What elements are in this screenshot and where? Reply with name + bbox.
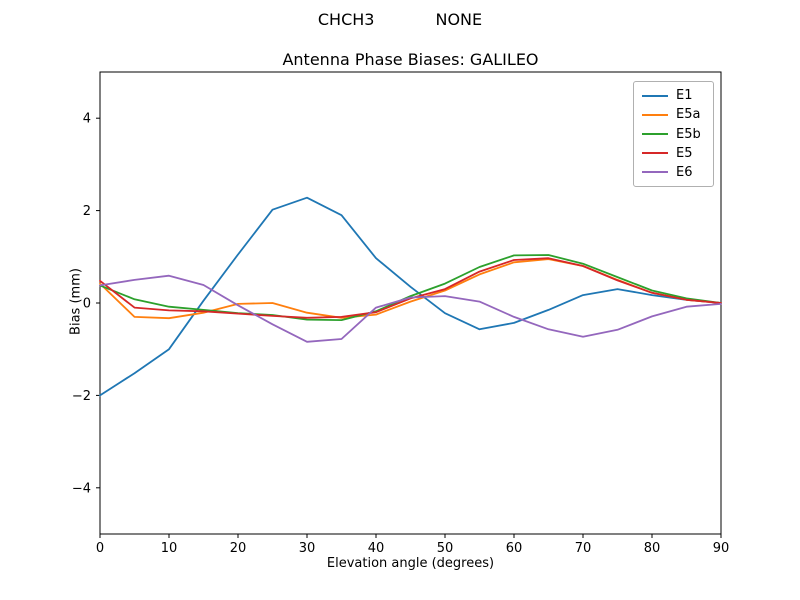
series-line-E1 <box>99 196 722 397</box>
y-tick-label: 2 <box>83 204 91 219</box>
y-tick-label: 4 <box>83 112 91 127</box>
x-tick-label: 50 <box>437 541 454 556</box>
x-tick-label: 80 <box>644 541 661 556</box>
x-tick-label: 60 <box>506 541 523 556</box>
legend-label: E5 <box>676 145 693 161</box>
y-tick-label: 0 <box>83 297 91 312</box>
legend-item-E5b: E5b <box>642 124 713 143</box>
y-tick-label: −2 <box>72 389 91 404</box>
series-line-E5b <box>99 254 722 322</box>
x-tick-label: 30 <box>299 541 316 556</box>
x-tick-label: 40 <box>368 541 385 556</box>
series-line-E6 <box>99 274 722 343</box>
x-axis-label: Elevation angle (degrees) <box>326 556 495 571</box>
x-tick-label: 20 <box>230 541 247 556</box>
legend-line-swatch <box>642 171 668 174</box>
legend-item-E1: E1 <box>642 86 713 105</box>
legend-item-E5: E5 <box>642 144 713 163</box>
y-axis-label: Bias (mm) <box>68 268 84 335</box>
legend-line-swatch <box>642 152 668 155</box>
legend-label: E5a <box>676 107 701 123</box>
legend-item-E5a: E5a <box>642 105 713 124</box>
x-tick-label: 0 <box>96 541 104 556</box>
legend: E1 E5a E5b E5 E6 <box>633 81 714 187</box>
axes-spines <box>99 71 722 535</box>
x-tick-label: 70 <box>575 541 592 556</box>
legend-line-swatch <box>642 94 668 97</box>
x-tick-label: 10 <box>161 541 178 556</box>
legend-label: E5b <box>676 126 701 142</box>
chart-title: Antenna Phase Biases: GALILEO <box>282 50 539 69</box>
suptitle: CHCH3 NONE <box>317 10 483 29</box>
legend-line-swatch <box>642 113 668 116</box>
legend-line-swatch <box>642 133 668 135</box>
legend-label: E6 <box>676 164 693 180</box>
legend-item-E6: E6 <box>642 163 713 182</box>
x-tick-label: 90 <box>713 541 730 556</box>
legend-label: E1 <box>676 88 693 104</box>
y-tick-label: −4 <box>72 481 91 496</box>
